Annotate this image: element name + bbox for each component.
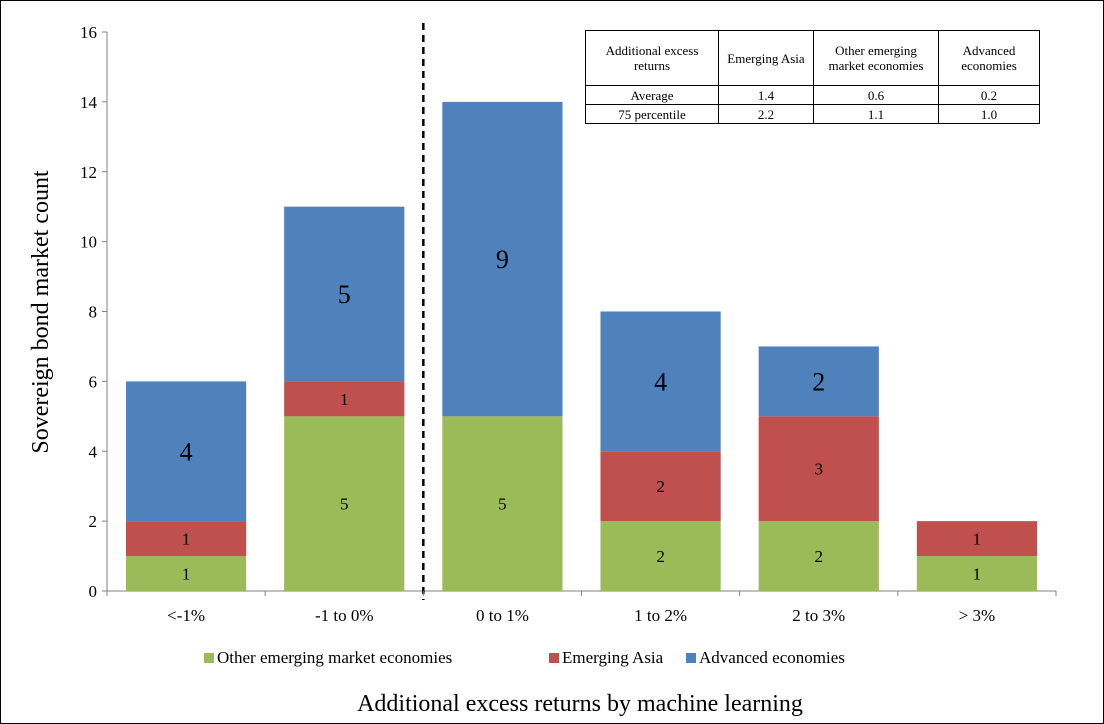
legend-label: Emerging Asia [562,648,664,667]
bar-segment [284,416,405,591]
table-cell: Average [585,85,719,105]
bar-segment [442,416,563,591]
legend-label: Other emerging market economies [217,648,452,667]
data-label: 5 [340,495,349,514]
bar-segment [442,101,563,417]
y-axis-label: Sovereign bond market count [28,170,54,454]
bar-segment [916,556,1038,591]
data-label: 4 [654,367,667,396]
y-tick-label: 0 [89,582,98,601]
table-cell: 0.6 [813,85,939,105]
table-cell: 0.2 [938,85,1040,105]
bar-segment [600,311,721,452]
data-label: 1 [973,530,982,549]
data-label: 5 [338,280,351,309]
y-tick-label: 10 [80,233,97,252]
data-label: 2 [656,547,665,566]
y-tick-label: 6 [89,372,98,391]
bars: 1 1 4 5 1 5 5 9 2 2 4 2 3 2 1 1 [125,101,1038,591]
table-header-cell: Advanced economies [938,30,1040,86]
x-tick-label: <-1% [167,606,205,625]
table-header-cell: Emerging Asia [718,30,814,86]
y-tick-label: 4 [89,442,98,461]
bar-segment [284,206,405,382]
bar-segment [916,521,1038,557]
table-header-cell: Additional excess returns [585,30,719,86]
legend-swatch [686,653,696,663]
legend-swatch [204,653,214,663]
x-tick-label: 2 to 3% [792,606,845,625]
x-axis-label: Additional excess returns by machine lea… [357,691,803,717]
x-tick-label: 1 to 2% [634,606,687,625]
legend-label: Advanced economies [699,648,845,667]
table-row: 75 percentile 2.2 1.1 1.0 [585,104,1040,124]
data-label: 1 [973,565,982,584]
data-label: 1 [340,390,349,409]
bar-segment [125,381,247,522]
bar-segment [758,521,879,591]
table-cell: 75 percentile [585,104,719,124]
data-label: 2 [656,477,665,496]
bar-segment [284,381,405,417]
bar-segment [758,416,879,522]
table-header-row: Additional excess returns Emerging Asia … [585,30,1040,86]
summary-table: Additional excess returns Emerging Asia … [585,30,1040,124]
bar-segment [600,521,721,591]
y-tick-label: 14 [80,93,98,112]
data-label: 2 [815,547,824,566]
y-tick-label: 16 [80,23,97,42]
bar-segment [758,346,879,417]
bar-segment [125,521,247,557]
data-label: 1 [182,530,191,549]
y-tick-label: 2 [89,512,98,531]
data-label: 2 [812,367,825,396]
data-label: 4 [180,437,193,466]
data-label: 9 [496,245,509,274]
y-tick-label: 8 [89,303,98,322]
data-label: 5 [498,495,507,514]
x-tick-label: 0 to 1% [476,606,529,625]
x-tick-label: -1 to 0% [315,606,374,625]
legend: Other emerging market economies Emerging … [204,648,845,667]
table-cell: 2.2 [718,104,814,124]
y-tick-label: 12 [80,163,97,182]
data-label: 3 [815,460,824,479]
legend-swatch [549,653,559,663]
bar-segment [600,451,721,522]
data-label: 1 [182,565,191,584]
table-header-cell: Other emerging market economies [813,30,939,86]
table-cell: 1.1 [813,104,939,124]
x-tick-label: > 3% [959,606,996,625]
table-row: Average 1.4 0.6 0.2 [585,85,1040,105]
bar-segment [125,556,247,591]
table-cell: 1.4 [718,85,814,105]
table-cell: 1.0 [938,104,1040,124]
